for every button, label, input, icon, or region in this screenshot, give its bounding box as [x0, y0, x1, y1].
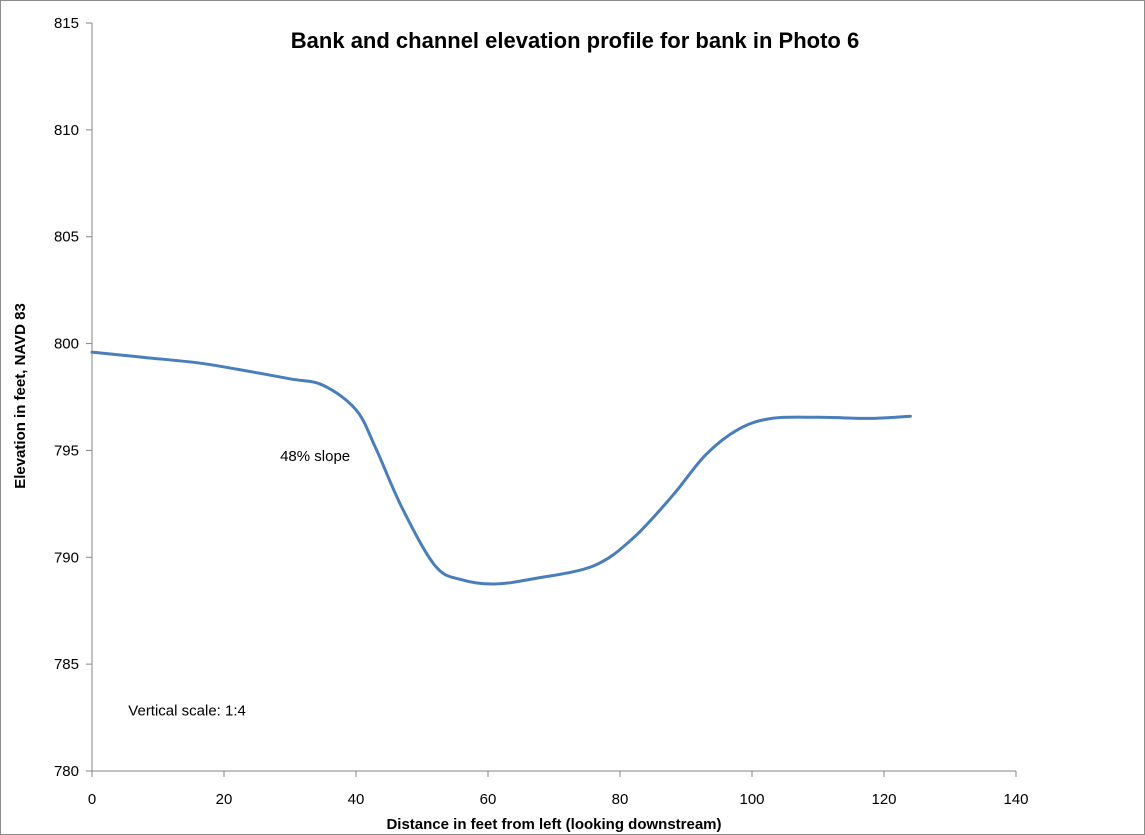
y-tick-label: 790 — [54, 549, 79, 566]
axes — [86, 22, 1017, 777]
x-tick-label: 140 — [1003, 791, 1028, 808]
y-tick-label: 805 — [54, 229, 79, 246]
annotation-text: Vertical scale: 1:4 — [128, 702, 246, 719]
x-tick-label: 0 — [88, 791, 96, 808]
y-tick-label: 800 — [54, 336, 79, 353]
x-tick-label: 100 — [739, 791, 764, 808]
series-layer — [90, 350, 912, 586]
x-tick-label: 40 — [348, 791, 365, 808]
chart-title: Bank and channel elevation profile for b… — [291, 28, 859, 53]
tick-labels: 780 785 790 795 800 805 810 815 0 20 40 60 80 100 120 1… — [54, 15, 1029, 808]
x-tick-label: 80 — [612, 791, 629, 808]
y-axis-title: Elevation in feet, NAVD 83 — [12, 303, 29, 489]
annotation-text: 48% slope — [280, 448, 350, 465]
y-tick-label: 785 — [54, 656, 79, 673]
x-tick-label: 60 — [480, 791, 497, 808]
y-tick-label: 810 — [54, 122, 79, 139]
x-tick-label: 20 — [216, 791, 233, 808]
annotations: 48% slope Vertical scale: 1:4 — [128, 448, 350, 719]
y-tick-label: 780 — [54, 763, 79, 780]
y-tick-label: 815 — [54, 15, 79, 32]
x-tick-label: 120 — [871, 791, 896, 808]
y-tick-label: 795 — [54, 442, 79, 459]
x-axis-title: Distance in feet from left (looking down… — [386, 816, 721, 833]
series-line-elevation — [90, 350, 912, 586]
